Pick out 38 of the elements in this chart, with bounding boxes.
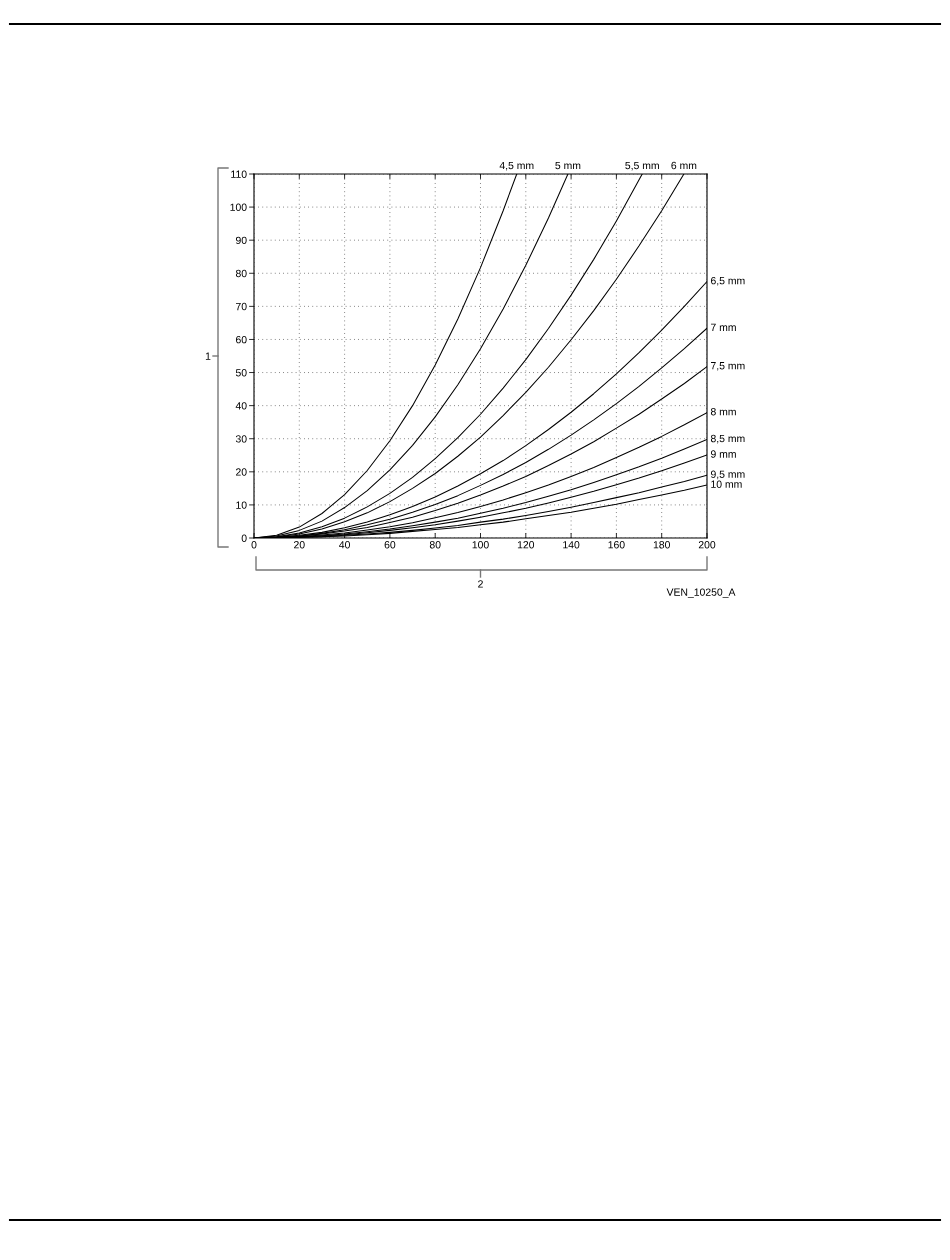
series-label: 5 mm bbox=[555, 161, 581, 170]
y-tick-label: 100 bbox=[230, 203, 247, 211]
y-tick-label: 20 bbox=[235, 468, 247, 476]
series-label: 6,5 mm bbox=[711, 276, 745, 286]
series-label: 9 mm bbox=[710, 450, 736, 458]
series-label: 5,5 mm bbox=[625, 161, 659, 171]
x-tick-label: 200 bbox=[698, 541, 716, 549]
y-tick-label: 30 bbox=[235, 435, 247, 443]
y-tick-label: 90 bbox=[235, 236, 247, 245]
series-label: 6 mm bbox=[671, 161, 697, 170]
x-axis-title: 2 bbox=[478, 580, 483, 588]
text: VEN_10250_A bbox=[666, 588, 736, 598]
x-tick-label: 40 bbox=[339, 541, 350, 549]
series-label: 7,5 mm bbox=[711, 362, 745, 371]
series-label: 9,5 mm bbox=[710, 470, 745, 480]
x-tick-label: 60 bbox=[384, 541, 396, 549]
y-tick-label: 50 bbox=[235, 369, 247, 377]
y-tick-label: 60 bbox=[236, 335, 247, 344]
x-tick-label: 140 bbox=[563, 541, 580, 549]
y-tick-label: 0 bbox=[241, 534, 247, 542]
x-tick-label: 160 bbox=[608, 541, 625, 549]
x-tick-label: 100 bbox=[472, 541, 489, 549]
series-label: 4,5 mm bbox=[499, 161, 534, 171]
x-tick-label: 120 bbox=[517, 541, 535, 549]
y-tick-label: 10 bbox=[236, 501, 247, 509]
y-tick-label: 70 bbox=[236, 302, 247, 311]
series-label: 10 mm bbox=[711, 480, 742, 488]
series-label: 8,5 mm bbox=[710, 434, 745, 444]
series-label: 8 mm bbox=[710, 408, 736, 416]
y-tick-label: 80 bbox=[235, 269, 247, 278]
x-tick-label: 0 bbox=[251, 541, 257, 549]
y-tick-label: 110 bbox=[231, 170, 247, 178]
y-tick-label: 40 bbox=[235, 402, 247, 410]
y-axis-title: 1 bbox=[205, 352, 211, 360]
series-label: 7 mm bbox=[711, 323, 736, 331]
x-tick-label: 80 bbox=[429, 541, 441, 549]
x-tick-label: 180 bbox=[653, 541, 670, 549]
x-tick-label: 20 bbox=[294, 541, 305, 549]
